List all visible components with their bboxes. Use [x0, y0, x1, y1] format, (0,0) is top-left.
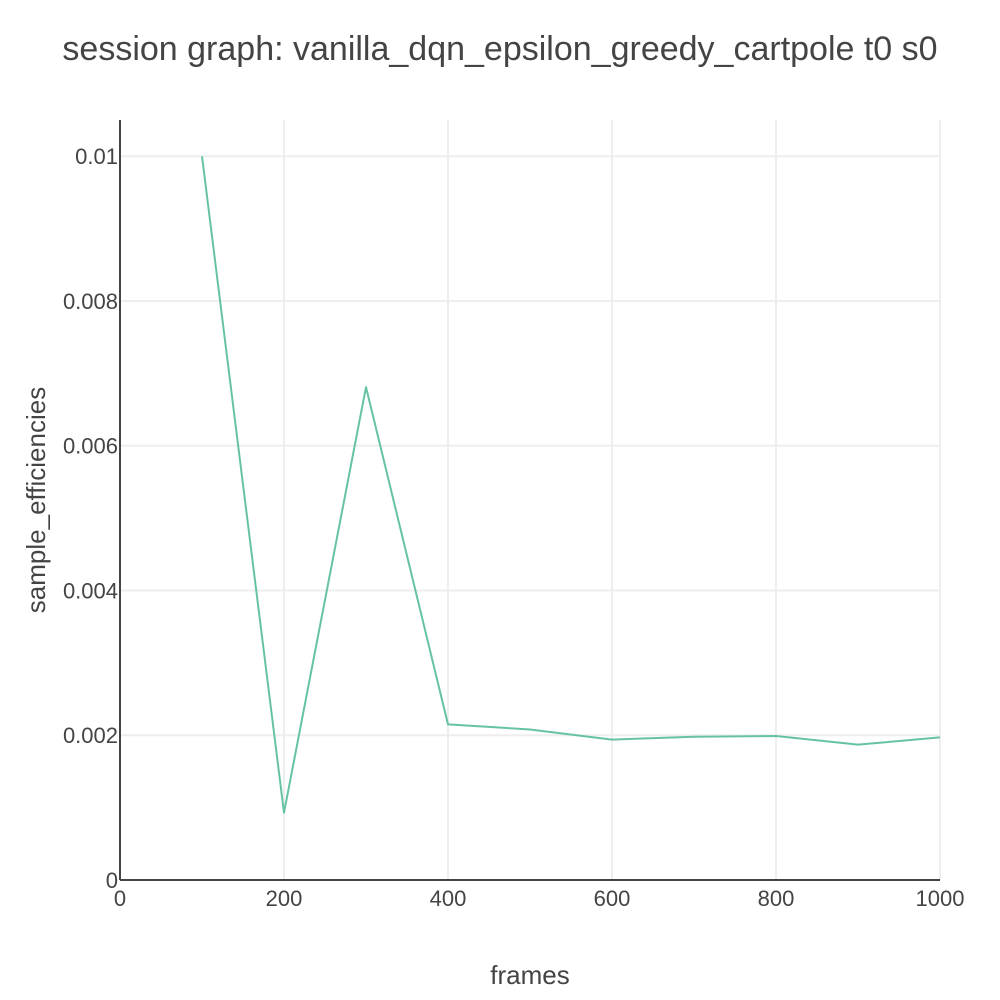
axis-layer [119, 120, 940, 881]
x-tick-label: 200 [266, 886, 303, 911]
x-tick-label: 600 [594, 886, 631, 911]
y-tick-label: 0.004 [63, 578, 118, 603]
x-tick-label: 0 [114, 886, 126, 911]
x-tick-label: 800 [758, 886, 795, 911]
y-tick-label: 0 [106, 868, 118, 893]
series-line [201, 156, 941, 814]
y-tick-label: 0.01 [75, 144, 118, 169]
x-axis-title: frames [490, 960, 569, 990]
y-axis-title: sample_efficiencies [21, 387, 51, 613]
x-tick-label: 1000 [916, 886, 965, 911]
chart-title: session graph: vanilla_dqn_epsilon_greed… [62, 30, 937, 68]
y-tick-label: 0.002 [63, 723, 118, 748]
y-tick-label: 0.006 [63, 434, 118, 459]
series-layer [201, 156, 941, 814]
y-tick-label: 0.008 [63, 289, 118, 314]
x-tick-label: 400 [430, 886, 467, 911]
grid-layer [120, 120, 941, 880]
tick-layer: 0 200 400 600 800 1000 0 0.002 0.004 0.006 0.008 0.… [63, 144, 965, 911]
